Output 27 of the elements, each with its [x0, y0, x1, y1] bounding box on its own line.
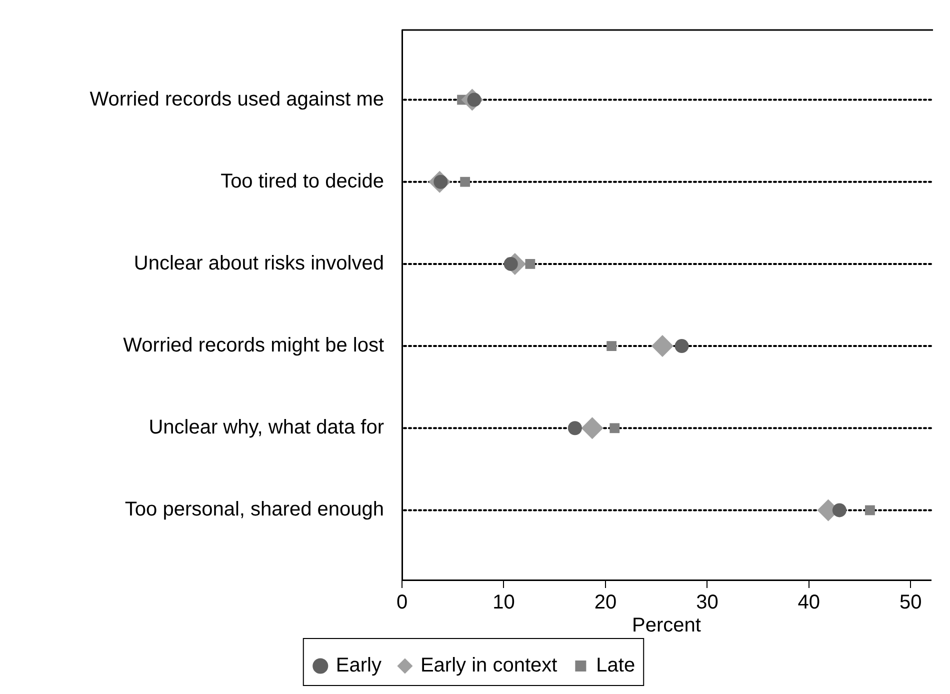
- point: [581, 417, 604, 440]
- point: [568, 421, 582, 436]
- y-tick-label: Too personal, shared enough: [124, 498, 384, 521]
- x-tick-label: 50: [900, 592, 922, 614]
- point: [610, 423, 620, 434]
- x-tick-label: 40: [798, 592, 820, 614]
- point: [865, 505, 875, 516]
- y-tick-label: Unclear about risks involved: [134, 252, 384, 274]
- point: [651, 335, 674, 358]
- x-tick-label: 0: [396, 592, 408, 614]
- point: [606, 341, 617, 351]
- x-tick-label: 30: [696, 592, 718, 614]
- y-tick-label: Too tired to decide: [220, 170, 384, 192]
- point: [504, 256, 518, 271]
- point: [832, 503, 846, 518]
- legend-label: Late: [596, 654, 636, 677]
- x-axis-title: Percent: [632, 614, 702, 637]
- legend-label: Early in context: [420, 654, 558, 677]
- point: [525, 259, 536, 269]
- point: [674, 339, 689, 354]
- y-tick-label: Unclear why, what data for: [148, 416, 384, 439]
- x-tick-label: 10: [492, 592, 515, 614]
- point: [460, 176, 470, 187]
- y-tick-label: Worried records used against me: [90, 88, 384, 110]
- legend-label: Early: [336, 654, 382, 677]
- x-tick-label: 20: [594, 592, 617, 614]
- y-tick-label: Worried records might be lost: [123, 334, 384, 357]
